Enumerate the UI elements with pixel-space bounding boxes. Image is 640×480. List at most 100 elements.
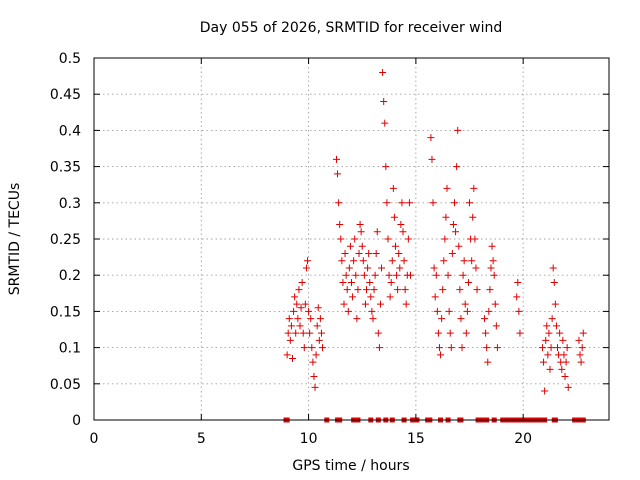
- data-point: [540, 358, 548, 366]
- data-point: [369, 315, 377, 323]
- data-point: [435, 344, 443, 352]
- data-point: [378, 264, 386, 272]
- data-point: [464, 278, 472, 286]
- data-point: [283, 351, 291, 359]
- data-point: [438, 315, 446, 323]
- data-point: [564, 383, 572, 391]
- data-point: [433, 307, 441, 315]
- data-point: [463, 307, 471, 315]
- data-point: [437, 351, 445, 359]
- data-point: [454, 126, 462, 134]
- data-point: [339, 278, 347, 286]
- data-point: [444, 271, 452, 279]
- data-point: [576, 351, 584, 359]
- data-point: [368, 307, 376, 315]
- data-point: [293, 300, 301, 308]
- data-point: [442, 213, 450, 221]
- data-point: [448, 249, 456, 257]
- y-tick-label: 0.35: [50, 160, 81, 176]
- data-point: [309, 358, 317, 366]
- data-point: [345, 264, 353, 272]
- y-tick-label: 0.1: [59, 341, 81, 357]
- data-point: [554, 344, 561, 352]
- data-point: [513, 293, 521, 301]
- data-point: [487, 264, 495, 272]
- data-point: [348, 278, 355, 286]
- data-point: [514, 278, 522, 286]
- data-point: [332, 155, 340, 163]
- data-point: [306, 329, 314, 337]
- data-point: [393, 271, 401, 279]
- data-point: [299, 329, 307, 337]
- data-point: [483, 344, 491, 352]
- x-tick-label: 5: [197, 431, 206, 447]
- y-tick-label: 0.4: [59, 123, 81, 139]
- data-point: [449, 221, 457, 229]
- data-point: [359, 257, 367, 265]
- data-point: [556, 329, 564, 337]
- data-point: [493, 344, 501, 352]
- data-point: [300, 344, 308, 352]
- data-point: [352, 271, 360, 279]
- data-point: [407, 271, 415, 279]
- data-point: [394, 286, 402, 294]
- data-point: [482, 329, 490, 337]
- data-point: [360, 271, 368, 279]
- data-point: [395, 249, 403, 257]
- data-point: [397, 221, 405, 229]
- data-point: [405, 199, 413, 207]
- data-point: [346, 242, 354, 250]
- data-point: [374, 329, 382, 337]
- y-tick-label: 0.25: [50, 232, 81, 248]
- y-axis-label: SRMTID / TECUs: [7, 183, 23, 296]
- data-point: [285, 315, 293, 323]
- data-point: [489, 257, 497, 265]
- data-point: [538, 344, 546, 352]
- data-point: [515, 307, 523, 315]
- data-point: [316, 315, 324, 323]
- data-point: [470, 184, 478, 192]
- data-point: [486, 286, 494, 294]
- data-point: [398, 199, 406, 207]
- data-point: [451, 199, 458, 207]
- data-point: [296, 322, 304, 330]
- data-point: [355, 249, 363, 257]
- data-point: [542, 336, 550, 344]
- data-point: [357, 228, 365, 236]
- data-point: [544, 351, 552, 359]
- data-point: [363, 286, 371, 294]
- data-point: [432, 271, 440, 279]
- data-point: [380, 97, 388, 105]
- data-point: [340, 300, 348, 308]
- data-point: [389, 184, 397, 192]
- data-point: [334, 170, 342, 178]
- data-point: [292, 329, 300, 337]
- data-point: [304, 257, 312, 265]
- data-point: [491, 300, 499, 308]
- data-point: [440, 257, 448, 265]
- data-point: [457, 315, 465, 323]
- data-point: [290, 307, 298, 315]
- data-point: [354, 286, 362, 294]
- data-point: [311, 383, 319, 391]
- data-point: [399, 228, 407, 236]
- data-point: [315, 336, 323, 344]
- data-point: [404, 235, 412, 243]
- data-point: [562, 358, 570, 366]
- data-point: [460, 257, 468, 265]
- data-point: [310, 373, 318, 381]
- data-point: [385, 271, 393, 279]
- x-axis-label: GPS time / hours: [292, 458, 409, 474]
- data-point: [485, 307, 493, 315]
- data-point: [337, 235, 345, 243]
- data-point: [516, 329, 524, 337]
- data-point: [561, 373, 569, 381]
- data-point: [429, 199, 437, 207]
- data-point: [335, 199, 343, 207]
- data-point: [297, 304, 305, 312]
- data-point: [341, 249, 349, 257]
- data-point: [545, 329, 553, 337]
- y-tick-label: 0: [72, 413, 81, 429]
- data-point: [541, 387, 549, 395]
- data-point: [461, 300, 469, 308]
